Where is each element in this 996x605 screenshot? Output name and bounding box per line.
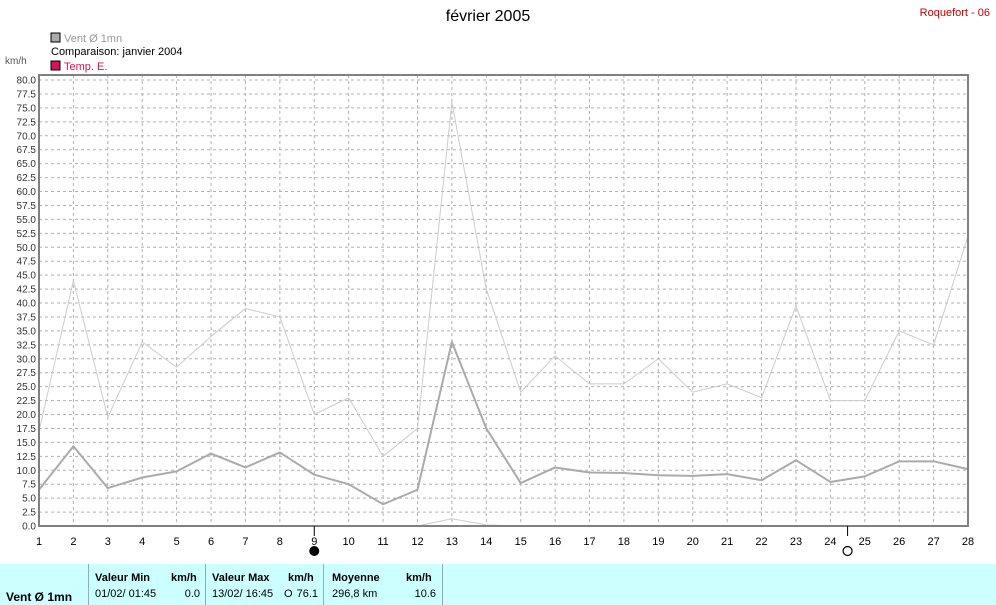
y-tick-label: 22.5 xyxy=(17,396,37,407)
x-tick-label: 10 xyxy=(343,536,355,548)
x-tick-label: 14 xyxy=(480,536,492,548)
y-axis-unit: km/h xyxy=(5,56,27,67)
y-tick-label: 10.0 xyxy=(17,466,37,477)
y-tick-label: 32.5 xyxy=(17,340,37,351)
series-line-2 xyxy=(417,518,521,527)
x-tick-label: 28 xyxy=(962,536,974,548)
y-tick-label: 30.0 xyxy=(17,354,37,365)
legend-label-temp: Temp. E. xyxy=(64,61,107,73)
y-tick-label: 52.5 xyxy=(17,229,37,240)
y-tick-label: 45.0 xyxy=(17,271,37,282)
x-tick-label: 22 xyxy=(755,536,767,548)
stats-max-value: 76.1 xyxy=(296,588,318,600)
x-tick-label: 17 xyxy=(583,536,595,548)
series-line-0 xyxy=(38,341,969,506)
y-tick-label: 37.5 xyxy=(17,312,37,323)
y-tick-label: 0.0 xyxy=(22,522,36,533)
x-tick-label: 23 xyxy=(790,536,802,548)
x-tick-label: 4 xyxy=(139,536,145,548)
y-tick-label: 67.5 xyxy=(17,145,37,156)
stats-mean-unit: km/h xyxy=(406,572,432,584)
x-tick-label: 12 xyxy=(411,536,423,548)
y-tick-label: 17.5 xyxy=(17,424,37,435)
x-tick-label: 20 xyxy=(687,536,699,548)
x-tick-label: 11 xyxy=(377,536,388,548)
new-moon-icon xyxy=(309,546,320,556)
y-tick-label: 50.0 xyxy=(17,243,37,254)
y-tick-label: 77.5 xyxy=(17,89,37,100)
stats-min-unit: km/h xyxy=(171,572,197,584)
y-tick-label: 57.5 xyxy=(17,201,37,212)
x-tick-label: 25 xyxy=(859,536,871,548)
x-tick-label: 15 xyxy=(515,536,527,548)
stats-max-header: Valeur Max xyxy=(212,572,270,584)
stats-series-label: Vent Ø 1mn xyxy=(6,590,73,604)
stats-min-value: 0.0 xyxy=(184,588,200,600)
legend-swatch-wind xyxy=(50,32,61,43)
grid-lines xyxy=(38,75,969,527)
series-line-1 xyxy=(38,101,969,457)
stats-mean-distance: 296,8 km xyxy=(332,588,378,600)
y-tick-label: 35.0 xyxy=(17,326,37,337)
y-tick-label: 55.0 xyxy=(17,215,37,226)
stats-min-header: Valeur Min xyxy=(95,572,151,584)
stats-min: Valeur Min km/h 01/02/ 01:45 0.0 xyxy=(88,564,206,605)
stats-max: Valeur Max km/h 13/02/ 16:45 O 76.1 xyxy=(205,564,324,605)
y-tick-label: 60.0 xyxy=(17,187,37,198)
full-moon-icon xyxy=(842,545,853,557)
x-tick-label: 2 xyxy=(70,536,76,548)
x-tick-label: 16 xyxy=(549,536,561,548)
y-tick-label: 12.5 xyxy=(17,452,37,463)
y-tick-label: 47.5 xyxy=(17,257,37,268)
y-tick-label: 75.0 xyxy=(17,103,37,114)
x-tick-labels: 1 2 3 4 5 6 7 8 9 10 11 12 13 14 15 16 17 18 19 20 21 22 23 24 2… xyxy=(36,536,974,548)
x-tick-label: 19 xyxy=(652,536,664,548)
stats-mean-value: 10.6 xyxy=(414,588,436,600)
stats-mean: Moyenne km/h 296,8 km 10.6 xyxy=(323,564,443,605)
x-tick-label: 8 xyxy=(277,536,283,548)
x-tick-label: 5 xyxy=(174,536,180,548)
x-tick-label: 9 xyxy=(311,536,317,548)
y-tick-label: 80.0 xyxy=(17,76,37,87)
chart-canvas: février 2005 Roquefort - 06 Vent Ø 1mn C… xyxy=(5,7,990,557)
y-tick-label: 40.0 xyxy=(17,299,37,310)
y-tick-label: 65.0 xyxy=(17,159,37,170)
x-tick-label: 26 xyxy=(893,536,905,548)
x-tick-label: 13 xyxy=(446,536,458,548)
y-tick-label: 15.0 xyxy=(17,438,37,449)
series-lines xyxy=(38,101,969,527)
station-name: Roquefort - 06 xyxy=(920,7,990,19)
y-tick-label: 70.0 xyxy=(17,131,37,142)
legend-label-wind: Vent Ø 1mn xyxy=(64,33,122,45)
stats-max-direction: O xyxy=(284,588,293,600)
legend-label-comparison: Comparaison: janvier 2004 xyxy=(51,46,182,58)
y-tick-label: 2.5 xyxy=(22,508,36,519)
stats-max-when: 13/02/ 16:45 xyxy=(212,588,274,600)
stats-min-when: 01/02/ 01:45 xyxy=(95,588,157,600)
y-tick-label: 42.5 xyxy=(17,285,37,296)
stats-mean-header: Moyenne xyxy=(332,572,380,584)
plot-frame xyxy=(38,74,969,527)
x-tick-label: 6 xyxy=(208,536,214,548)
x-tick-label: 24 xyxy=(824,536,836,548)
x-tick-label: 27 xyxy=(927,536,939,548)
moon-markers xyxy=(309,526,853,557)
y-tick-label: 62.5 xyxy=(17,173,37,184)
y-tick-labels: 0.0 2.5 5.0 7.5 10.0 12.5 15.0 17.5 20.0 22.5 25.0… xyxy=(17,76,37,533)
y-tick-label: 27.5 xyxy=(17,368,37,379)
x-tick-label: 21 xyxy=(721,536,733,548)
stats-panel: Vent Ø 1mn Valeur Min km/h 01/02/ 01:45 … xyxy=(0,564,996,605)
legend-swatch-temp xyxy=(50,60,61,71)
y-tick-label: 7.5 xyxy=(22,480,36,491)
stats-max-unit: km/h xyxy=(288,572,314,584)
y-tick-label: 5.0 xyxy=(22,494,36,505)
y-tick-label: 72.5 xyxy=(17,117,37,128)
x-tick-label: 7 xyxy=(242,536,248,548)
chart-title: février 2005 xyxy=(446,8,531,25)
y-tick-label: 25.0 xyxy=(17,382,37,393)
y-tick-label: 20.0 xyxy=(17,410,37,421)
x-tick-label: 3 xyxy=(105,536,111,548)
x-tick-label: 1 xyxy=(36,536,42,548)
x-tick-label: 18 xyxy=(618,536,630,548)
